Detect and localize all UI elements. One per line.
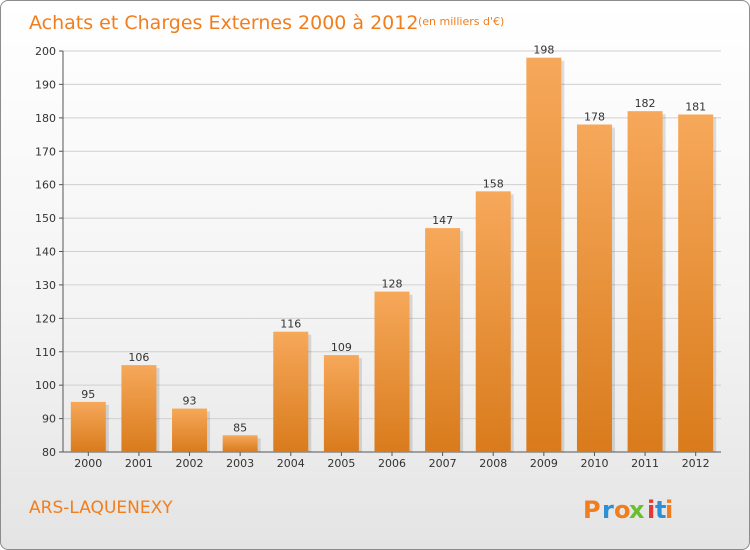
y-tick-label: 200 — [35, 45, 56, 58]
bar — [121, 365, 157, 452]
data-label: 106 — [128, 351, 149, 364]
bar — [222, 435, 258, 452]
x-tick-label: 2003 — [226, 457, 254, 470]
bar — [273, 331, 309, 452]
logo-letter: r — [602, 496, 614, 524]
data-label: 147 — [432, 214, 453, 227]
x-tick-label: 2012 — [682, 457, 710, 470]
y-tick-label: 190 — [35, 78, 56, 91]
bar — [70, 401, 106, 452]
bar — [374, 291, 410, 452]
chart-title: Achats et Charges Externes 2000 à 2012 — [29, 12, 418, 34]
y-tick-label: 160 — [35, 179, 56, 192]
bar — [526, 57, 562, 452]
bar — [627, 111, 663, 453]
x-tick-label: 2002 — [176, 457, 204, 470]
x-tick-label: 2006 — [378, 457, 406, 470]
x-tick-label: 2004 — [277, 457, 305, 470]
logo-letter: t — [655, 496, 666, 524]
y-tick-label: 100 — [35, 379, 56, 392]
logo-letter: P — [583, 496, 601, 524]
y-tick-label: 90 — [42, 413, 56, 426]
y-tick-label: 130 — [35, 279, 56, 292]
data-label: 116 — [280, 318, 301, 331]
bar — [678, 114, 714, 452]
data-label: 93 — [183, 395, 197, 408]
data-label: 158 — [483, 177, 504, 190]
bars: 95 106 93 85 116 109 128 147 158 198 178 182 181 — [70, 44, 717, 453]
x-tick-label: 2005 — [327, 457, 355, 470]
y-tick-label: 120 — [35, 312, 56, 325]
bar — [172, 408, 208, 452]
commune-name: ARS-LAQUENEXY — [29, 498, 173, 518]
chart-unit-note: (en milliers d'€) — [418, 15, 504, 28]
x-tick-label: 2009 — [530, 457, 558, 470]
data-label: 182 — [635, 97, 656, 110]
x-tick-label: 2007 — [429, 457, 457, 470]
x-axis: 2000 2001 2002 2003 2004 2005 2006 2007 2008 2009… — [74, 452, 710, 470]
data-label: 178 — [584, 111, 605, 124]
x-tick-label: 2000 — [74, 457, 102, 470]
logo-letter: i — [665, 496, 673, 524]
bar — [425, 228, 461, 452]
data-label: 95 — [81, 388, 95, 401]
logo-letter: i — [647, 496, 655, 524]
x-tick-label: 2008 — [479, 457, 507, 470]
data-label: 128 — [382, 278, 403, 291]
bar — [576, 124, 612, 453]
x-tick-label: 2011 — [631, 457, 659, 470]
y-tick-label: 150 — [35, 212, 56, 225]
logo-letter: o — [614, 496, 631, 524]
y-tick-label: 170 — [35, 145, 56, 158]
x-tick-label: 2010 — [580, 457, 608, 470]
data-label: 181 — [685, 100, 706, 113]
data-label: 198 — [533, 44, 554, 57]
y-tick-label: 110 — [35, 346, 56, 359]
data-label: 85 — [233, 421, 247, 434]
y-tick-label: 140 — [35, 246, 56, 259]
x-tick-label: 2001 — [125, 457, 153, 470]
data-label: 109 — [331, 341, 352, 354]
logo-letter: x — [629, 496, 645, 524]
y-tick-label: 80 — [42, 446, 56, 459]
y-tick-label: 180 — [35, 112, 56, 125]
bar — [323, 355, 359, 452]
bar — [475, 191, 511, 452]
